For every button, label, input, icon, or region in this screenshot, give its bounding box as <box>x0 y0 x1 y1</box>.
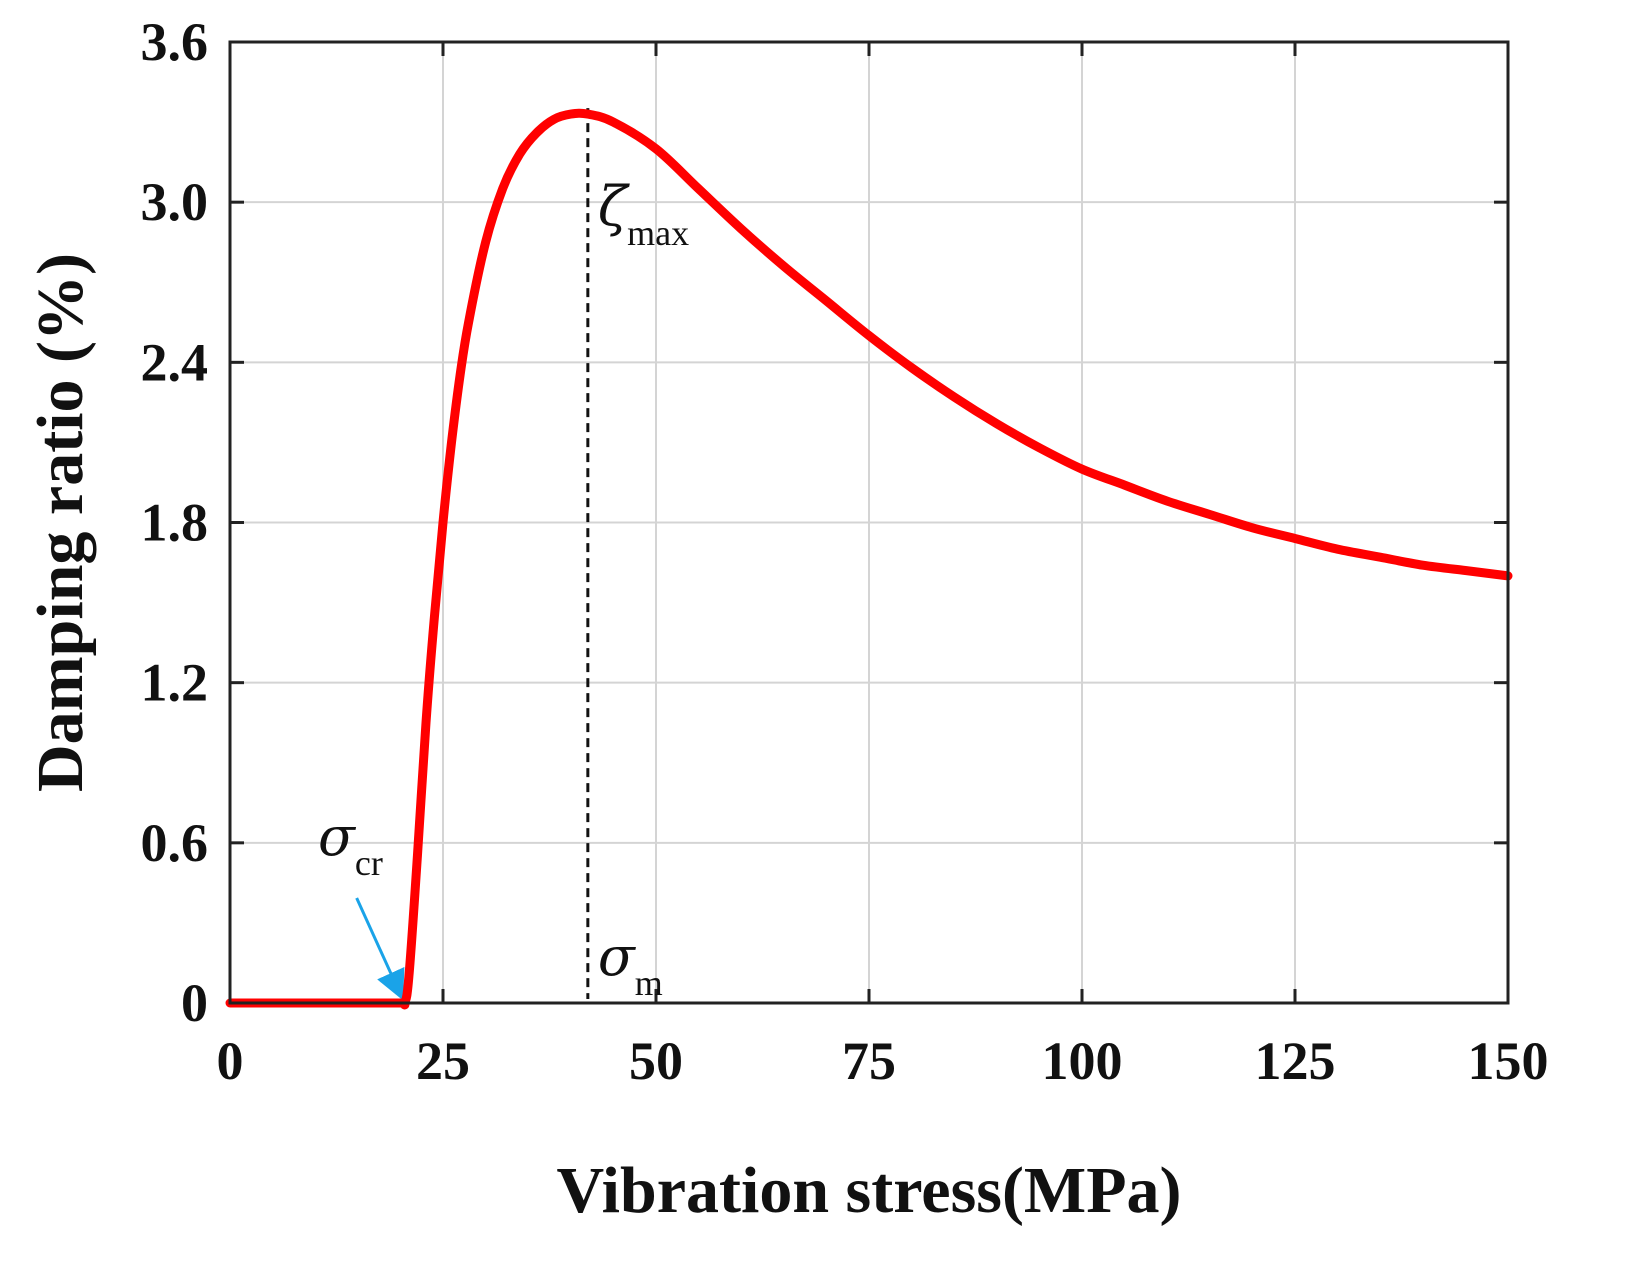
series <box>225 108 1513 1010</box>
sigma-m-subscript: m <box>635 963 663 1003</box>
y-tick-label: 0.6 <box>141 813 209 873</box>
x-tick-label: 75 <box>842 1031 896 1091</box>
y-tick-label: 1.8 <box>141 493 209 553</box>
x-axis-title: Vibration stress(MPa) <box>556 1154 1181 1227</box>
y-tick-label: 3.0 <box>141 172 209 232</box>
zeta-subscript: max <box>627 213 689 253</box>
sigma-cr-symbol: σ <box>318 805 357 868</box>
y-tick-label: 2.4 <box>141 332 209 392</box>
y-axis-title: Damping ratio (%) <box>24 253 97 792</box>
sigma-cr-arrow <box>355 897 405 1001</box>
x-tick-label: 25 <box>416 1031 470 1091</box>
sigma-m-symbol: σ <box>598 925 637 988</box>
x-tick-label: 150 <box>1468 1031 1549 1091</box>
y-tick-label: 1.2 <box>141 653 209 713</box>
tick-labels: 0 25 50 75 100 125 150 0 0.6 1.2 1.8 2.4 3.0 3.6 <box>141 12 1549 1091</box>
sigma-m-label: σm <box>598 925 663 1003</box>
x-tick-label: 125 <box>1255 1031 1336 1091</box>
zeta-symbol: ζ <box>598 175 630 238</box>
y-tick-label: 3.6 <box>141 12 209 72</box>
sigma-cr-subscript: cr <box>355 843 383 883</box>
zeta-max-label: ζmax <box>598 175 689 253</box>
x-tick-label: 0 <box>217 1031 244 1091</box>
y-tick-label: 0 <box>181 973 208 1033</box>
x-tick-label: 100 <box>1042 1031 1123 1091</box>
grid <box>230 42 1508 1003</box>
plot-area-frame <box>228 40 1510 1005</box>
series-line <box>225 108 1513 1010</box>
x-tick-label: 50 <box>629 1031 683 1091</box>
annotations <box>355 108 590 1001</box>
sigma-cr-label: σcr <box>318 805 383 883</box>
